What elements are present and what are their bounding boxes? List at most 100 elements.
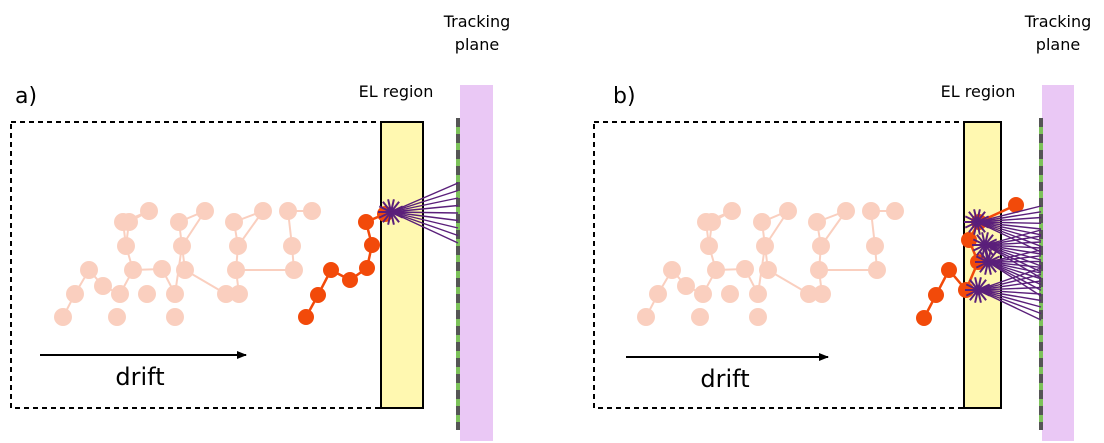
active-electron (1008, 197, 1024, 213)
active-electron (928, 287, 944, 303)
photon-ray (984, 235, 1042, 246)
ghost-electron (753, 213, 771, 231)
panel-letter: a) (15, 84, 37, 109)
ghost-electron (140, 202, 158, 220)
ghost-electron (138, 285, 156, 303)
ghost-electron (691, 308, 709, 326)
ghost-electron (153, 260, 171, 278)
ghost-electron (225, 213, 243, 231)
ghost-electron (649, 285, 667, 303)
ghost-electron (54, 308, 72, 326)
ghost-electron (663, 261, 681, 279)
photon-ray (977, 289, 1042, 308)
active-electron (310, 287, 326, 303)
photon-ray (390, 197, 459, 213)
active-electron (298, 309, 314, 325)
ghost-electron (866, 237, 884, 255)
tracking-plane-label-line2: plane (1036, 35, 1080, 54)
ghost-electron (94, 277, 112, 295)
ghost-electron (723, 202, 741, 220)
ghost-electron-track (637, 202, 904, 326)
active-electron (941, 262, 957, 278)
ghost-electron (279, 202, 297, 220)
photon-ray (987, 261, 1042, 268)
photon-ray (390, 211, 459, 229)
ghost-electron (697, 213, 715, 231)
ghost-electron (196, 202, 214, 220)
photon-ray (976, 216, 1042, 223)
photon-ray (987, 261, 1042, 291)
photon-ray (977, 289, 1042, 302)
photon-ray (977, 289, 1042, 315)
photon-ray (984, 229, 1042, 246)
photon-ray (977, 289, 1042, 321)
panel-a: a) EL region Tracking plane drift (10, 12, 511, 441)
ghost-electron (812, 237, 830, 255)
photon-ray (976, 221, 1042, 230)
photon-ray (390, 211, 459, 222)
ghost-electron (756, 237, 774, 255)
photon-ray (390, 211, 459, 214)
ghost-electron (285, 261, 303, 279)
el-region-label: EL region (359, 82, 434, 101)
ghost-electron (217, 285, 235, 303)
ghost-electron (810, 261, 828, 279)
ghost-electron (868, 261, 886, 279)
ghost-electron (117, 237, 135, 255)
photon-ray (977, 286, 1042, 291)
active-electron (342, 272, 358, 288)
ghost-electron (230, 285, 248, 303)
tracking-plane (460, 85, 493, 441)
ghost-electron (111, 285, 129, 303)
photon-ray (984, 244, 1042, 267)
photon-ray (987, 261, 1042, 286)
ghost-electron (124, 261, 142, 279)
ghost-electron (759, 261, 777, 279)
ghost-electron (114, 213, 132, 231)
photon-ray (390, 204, 459, 213)
ghost-electron (721, 285, 739, 303)
ghost-electron (637, 308, 655, 326)
panel-b: b) EL region Tracking plane drift (593, 12, 1092, 441)
ghost-electron (173, 237, 191, 255)
photon-ray (977, 280, 1042, 291)
ghost-electron (694, 285, 712, 303)
ghost-electron (813, 285, 831, 303)
ghost-electron (779, 202, 797, 220)
ghost-electron (66, 285, 84, 303)
ghost-electron (108, 308, 126, 326)
tracking-plane-label-line1: Tracking (1024, 12, 1092, 31)
ghost-electron (800, 285, 818, 303)
photon-ray (984, 244, 1042, 249)
ghost-electron (736, 260, 754, 278)
photon-ray (984, 241, 1042, 246)
el-region-label: EL region (941, 82, 1016, 101)
photon-ray (987, 261, 1042, 297)
ghost-electron (176, 261, 194, 279)
tracking-plane-label-line1: Tracking (443, 12, 511, 31)
ghost-electron (166, 285, 184, 303)
active-electron (359, 260, 375, 276)
active-electron (916, 310, 932, 326)
drift-label: drift (115, 363, 164, 391)
panel-letter: b) (613, 84, 636, 109)
ghost-electron (227, 261, 245, 279)
photon-ray (977, 273, 1042, 291)
photon-ray (976, 211, 1042, 223)
ghost-electron (886, 202, 904, 220)
ghost-electron (862, 202, 880, 220)
active-electron (323, 262, 339, 278)
photon-ray (390, 211, 459, 237)
photon-ray (976, 205, 1042, 223)
ghost-electron (677, 277, 695, 295)
ghost-electron (166, 308, 184, 326)
ghost-electron-track (54, 202, 321, 326)
el-light-bursts (964, 205, 1042, 321)
drift-region-box (593, 121, 965, 409)
photon-ray (390, 189, 459, 213)
photon-ray (987, 260, 1042, 263)
ghost-electron (283, 237, 301, 255)
tracking-plane-label-line2: plane (455, 35, 499, 54)
photon-ray (390, 211, 459, 244)
